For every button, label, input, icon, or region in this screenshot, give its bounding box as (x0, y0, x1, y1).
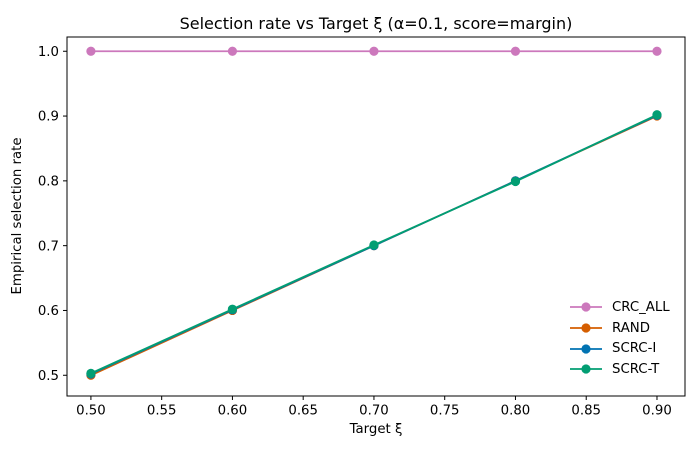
series-group (86, 46, 662, 380)
series-marker-CRC_ALL (86, 46, 96, 56)
legend-marker-SCRC-I (570, 344, 602, 354)
legend-label-CRC_ALL: CRC_ALL (612, 299, 670, 315)
series-marker-SCRC-T (510, 176, 521, 187)
series-marker-SCRC-T (227, 304, 238, 314)
series-marker-CRC_ALL (369, 46, 379, 56)
x-tick-label: 0.75 (430, 404, 460, 419)
legend-marker-SCRC-T (570, 364, 602, 375)
series-marker-SCRC-T (652, 110, 662, 120)
legend-item-RAND: RAND (569, 318, 670, 339)
y-tick-label: 1.0 (38, 45, 59, 60)
series-marker-SCRC-T (369, 240, 379, 250)
series-marker-CRC_ALL (227, 46, 238, 56)
legend-label-SCRC-I: SCRC-I (612, 341, 657, 357)
legend-dot (581, 344, 591, 354)
y-axis-label: Empirical selection rate (10, 137, 25, 294)
x-tick-label: 0.60 (218, 404, 248, 419)
legend-item-CRC_ALL: CRC_ALL (569, 297, 670, 318)
x-axis-label: Target ξ (349, 422, 403, 437)
series-marker-SCRC-T (86, 368, 96, 378)
series-marker-CRC_ALL (510, 46, 521, 56)
x-tick-label: 0.90 (642, 404, 672, 419)
legend-item-SCRC-T: SCRC-T (569, 359, 670, 380)
x-tick-label: 0.65 (288, 404, 318, 419)
y-tick-label: 0.6 (38, 304, 59, 319)
legend-item-SCRC-I: SCRC-I (569, 338, 670, 359)
y-tick-label: 0.8 (38, 174, 59, 189)
chart-title: Selection rate vs Target ξ (α=0.1, score… (180, 14, 573, 33)
legend-dot (581, 323, 591, 333)
series-marker-CRC_ALL (652, 46, 662, 56)
legend-marker-CRC_ALL (570, 302, 602, 312)
axis-ticks: 0.50 0.55 0.60 0.65 0.70 0.75 0.80 0.85 0.90 0.5 0… (38, 45, 672, 419)
y-tick-label: 0.9 (38, 110, 59, 125)
x-tick-label: 0.70 (359, 404, 389, 419)
plot-frame (66, 36, 686, 397)
y-tick-label: 0.5 (38, 369, 59, 384)
legend: CRC_ALL RAND SCRC-I SCRC-T (569, 297, 670, 380)
x-tick-label: 0.80 (501, 404, 531, 419)
x-tick-label: 0.50 (76, 404, 106, 419)
y-tick-label: 0.7 (38, 239, 59, 254)
legend-dot (581, 364, 591, 375)
legend-label-SCRC-T: SCRC-T (612, 361, 660, 377)
legend-marker-RAND (570, 323, 602, 333)
legend-label-RAND: RAND (612, 320, 650, 336)
x-tick-label: 0.55 (147, 404, 177, 419)
legend-dot (581, 302, 591, 312)
x-tick-label: 0.85 (571, 404, 601, 419)
